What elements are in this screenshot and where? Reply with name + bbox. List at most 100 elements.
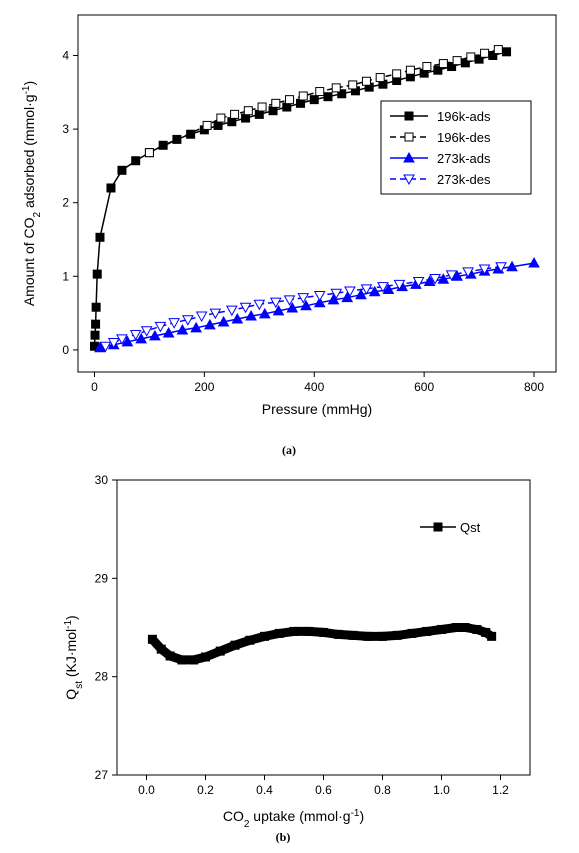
data-point (360, 284, 373, 295)
data-point (215, 646, 225, 656)
legend-label: 196k-des (437, 130, 491, 145)
data-point (258, 307, 271, 319)
y-tick-label-b: 30 (95, 473, 109, 487)
data-point (433, 65, 443, 75)
data-point (429, 274, 441, 285)
legend-label: 273k-des (437, 172, 491, 187)
data-point (217, 315, 230, 327)
data-point (438, 59, 448, 69)
data-point (283, 295, 296, 306)
data-point (337, 89, 347, 99)
data-point (147, 634, 157, 644)
series-Qst (147, 623, 497, 665)
data-point (330, 288, 343, 300)
data-point (243, 106, 253, 116)
x-tick-label-a: 600 (414, 380, 434, 394)
series-line (105, 265, 502, 347)
data-point (363, 631, 373, 641)
data-point (182, 315, 194, 326)
x-tick-label-a: 800 (524, 380, 544, 394)
data-point (298, 91, 308, 101)
data-point (341, 291, 354, 303)
data-point (230, 109, 240, 119)
y-tick-label-a: 1 (62, 269, 69, 283)
data-point (300, 299, 312, 311)
data-point (393, 279, 406, 291)
x-tick-label-b: 0.0 (138, 783, 155, 797)
data-point (297, 293, 310, 304)
data-point (392, 630, 402, 640)
data-point (245, 635, 255, 645)
data-point (331, 83, 341, 93)
legend-a: 196k-ads 196k-des 273k-ads 273k-des (380, 100, 532, 195)
legend-marker (404, 132, 414, 142)
data-point (91, 319, 101, 329)
legend-marker (433, 522, 443, 532)
x-tick-label-b: 1.0 (433, 783, 450, 797)
data-point (478, 264, 491, 275)
data-point (313, 296, 326, 308)
data-point (91, 302, 101, 312)
x-tick-label-a: 200 (194, 380, 214, 394)
data-point (296, 98, 306, 108)
data-point (129, 329, 142, 341)
legend-label: Qst (460, 520, 481, 535)
y-tick-label-b: 29 (95, 571, 109, 585)
legend-marker (404, 111, 414, 121)
data-point (231, 312, 244, 324)
data-point (460, 623, 470, 632)
data-point (90, 330, 100, 340)
y-axis-label-a: Amount of CO2 adsorbed (mmol·g-1) (21, 81, 43, 306)
x-axis-label-a: Pressure (mmHg) (262, 401, 372, 417)
caption-a: (a) (282, 443, 296, 457)
data-point (319, 627, 328, 637)
data-point (355, 288, 367, 300)
data-point (344, 286, 356, 298)
data-point (412, 276, 425, 288)
data-point (472, 624, 482, 634)
data-point (135, 332, 148, 344)
y-tick-label-a: 3 (62, 122, 69, 136)
data-point (313, 290, 326, 302)
data-point (286, 301, 299, 313)
data-point (437, 624, 446, 634)
data-point (202, 120, 212, 130)
data-point (144, 148, 154, 158)
data-point (333, 629, 343, 639)
data-point (190, 321, 202, 333)
data-point (106, 183, 116, 193)
data-point (254, 109, 264, 119)
data-point (502, 47, 512, 57)
data-point (269, 297, 282, 309)
data-point (437, 273, 450, 284)
series-196k-des (144, 45, 503, 158)
data-point (204, 318, 216, 330)
data-point (99, 341, 112, 353)
data-point (260, 631, 269, 641)
data-point (257, 102, 267, 112)
data-point (201, 652, 210, 662)
data-point (451, 270, 463, 281)
data-point (239, 302, 252, 314)
data-point (289, 626, 299, 636)
data-point (271, 98, 281, 108)
data-point (407, 628, 417, 638)
data-point (445, 270, 458, 281)
data-point (154, 321, 167, 333)
data-point (272, 304, 285, 316)
data-point (493, 45, 503, 55)
y-axis-label-b: Qst (KJ·mol-1) (63, 615, 85, 699)
data-point (282, 102, 292, 112)
legend-marker (403, 151, 415, 163)
chart-b: 0.0 0.2 0.4 0.6 0.8 1.0 1.2 27 28 29 30 CO2 uptake … (63, 473, 531, 844)
caption-b: (b) (276, 830, 291, 844)
series-line (149, 48, 499, 154)
data-point (361, 76, 371, 86)
data-point (462, 267, 474, 278)
x-tick-label-b: 0.2 (197, 783, 214, 797)
data-point (230, 640, 240, 650)
plot-frame-a (77, 14, 557, 373)
data-point (315, 87, 325, 97)
data-point (227, 117, 237, 127)
data-point (452, 56, 462, 66)
